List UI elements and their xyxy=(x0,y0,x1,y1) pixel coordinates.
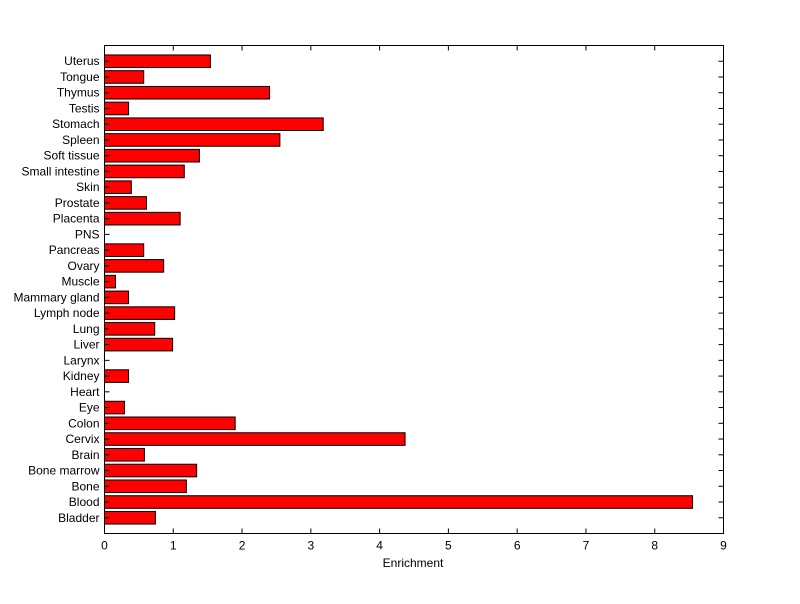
y-tick-label: Liver xyxy=(73,338,99,352)
bar-stomach xyxy=(104,117,324,132)
y-tick-label: Soft tissue xyxy=(43,149,99,163)
y-tick-label: Bladder xyxy=(58,511,99,525)
y-tick-label: Eye xyxy=(79,401,100,415)
y-tick-label: PNS xyxy=(75,227,100,241)
bar-colon xyxy=(104,416,236,431)
x-tick-label: 5 xyxy=(445,539,452,553)
x-tick-label: 2 xyxy=(239,539,246,553)
y-tick-label: Bone xyxy=(71,479,99,493)
bar-bone xyxy=(104,479,187,494)
bar-soft-tissue xyxy=(104,148,200,163)
y-tick-label: Brain xyxy=(71,448,99,462)
x-tick-label: 7 xyxy=(583,539,590,553)
bar-bone-marrow xyxy=(104,463,198,478)
x-tick-label: 1 xyxy=(170,539,177,553)
y-tick-label: Lung xyxy=(73,322,100,336)
bar-spleen xyxy=(104,133,281,147)
bar-brain xyxy=(104,447,145,462)
bar-prostate xyxy=(104,196,147,210)
bar-small-intestine xyxy=(104,164,185,179)
y-tick-label: Colon xyxy=(68,416,99,430)
y-tick-label: Heart xyxy=(70,385,100,399)
y-tick-label: Prostate xyxy=(55,196,100,210)
y-tick-label: Ovary xyxy=(67,259,99,273)
y-tick-label: Uterus xyxy=(64,54,99,68)
y-tick-label: Skin xyxy=(76,180,99,194)
bar-lung xyxy=(104,322,156,336)
bar-tongue xyxy=(104,70,145,84)
y-tick-label: Larynx xyxy=(63,353,99,367)
y-tick-label: Spleen xyxy=(62,133,99,147)
x-tick-label: 0 xyxy=(101,539,108,553)
y-tick-label: Testis xyxy=(69,101,100,115)
bar-bladder xyxy=(104,510,156,525)
bar-uterus xyxy=(104,54,211,69)
y-tick-label: Mammary gland xyxy=(13,290,99,304)
plot-frame xyxy=(104,45,724,534)
x-tick-label: 6 xyxy=(514,539,521,553)
bar-cervix xyxy=(104,432,406,446)
bar-thymus xyxy=(104,85,271,100)
y-tick-label: Cervix xyxy=(65,432,99,446)
y-tick-label: Pancreas xyxy=(49,243,100,257)
y-tick-label: Stomach xyxy=(52,117,99,131)
y-tick-label: Placenta xyxy=(53,212,100,226)
bar-lymph-node xyxy=(104,306,176,320)
x-tick-label: 4 xyxy=(376,539,383,553)
y-tick-label: Muscle xyxy=(61,275,99,289)
y-tick-label: Kidney xyxy=(63,369,100,383)
x-tick-label: 8 xyxy=(651,539,658,553)
bar-pancreas xyxy=(104,243,145,257)
x-tick-label: 3 xyxy=(307,539,314,553)
y-tick-label: Thymus xyxy=(57,86,100,100)
bar-liver xyxy=(104,337,174,352)
y-tick-label: Tongue xyxy=(60,70,100,84)
y-tick-label: Small intestine xyxy=(21,164,99,178)
bar-ovary xyxy=(104,259,165,273)
y-tick-label: Blood xyxy=(69,495,100,509)
y-tick-label: Lymph node xyxy=(34,306,100,320)
x-tick-label: 9 xyxy=(720,539,727,553)
x-axis-label: Enrichment xyxy=(383,556,444,570)
bar-blood xyxy=(104,495,694,509)
bar-placenta xyxy=(104,211,181,226)
y-tick-label: Bone marrow xyxy=(28,464,100,478)
